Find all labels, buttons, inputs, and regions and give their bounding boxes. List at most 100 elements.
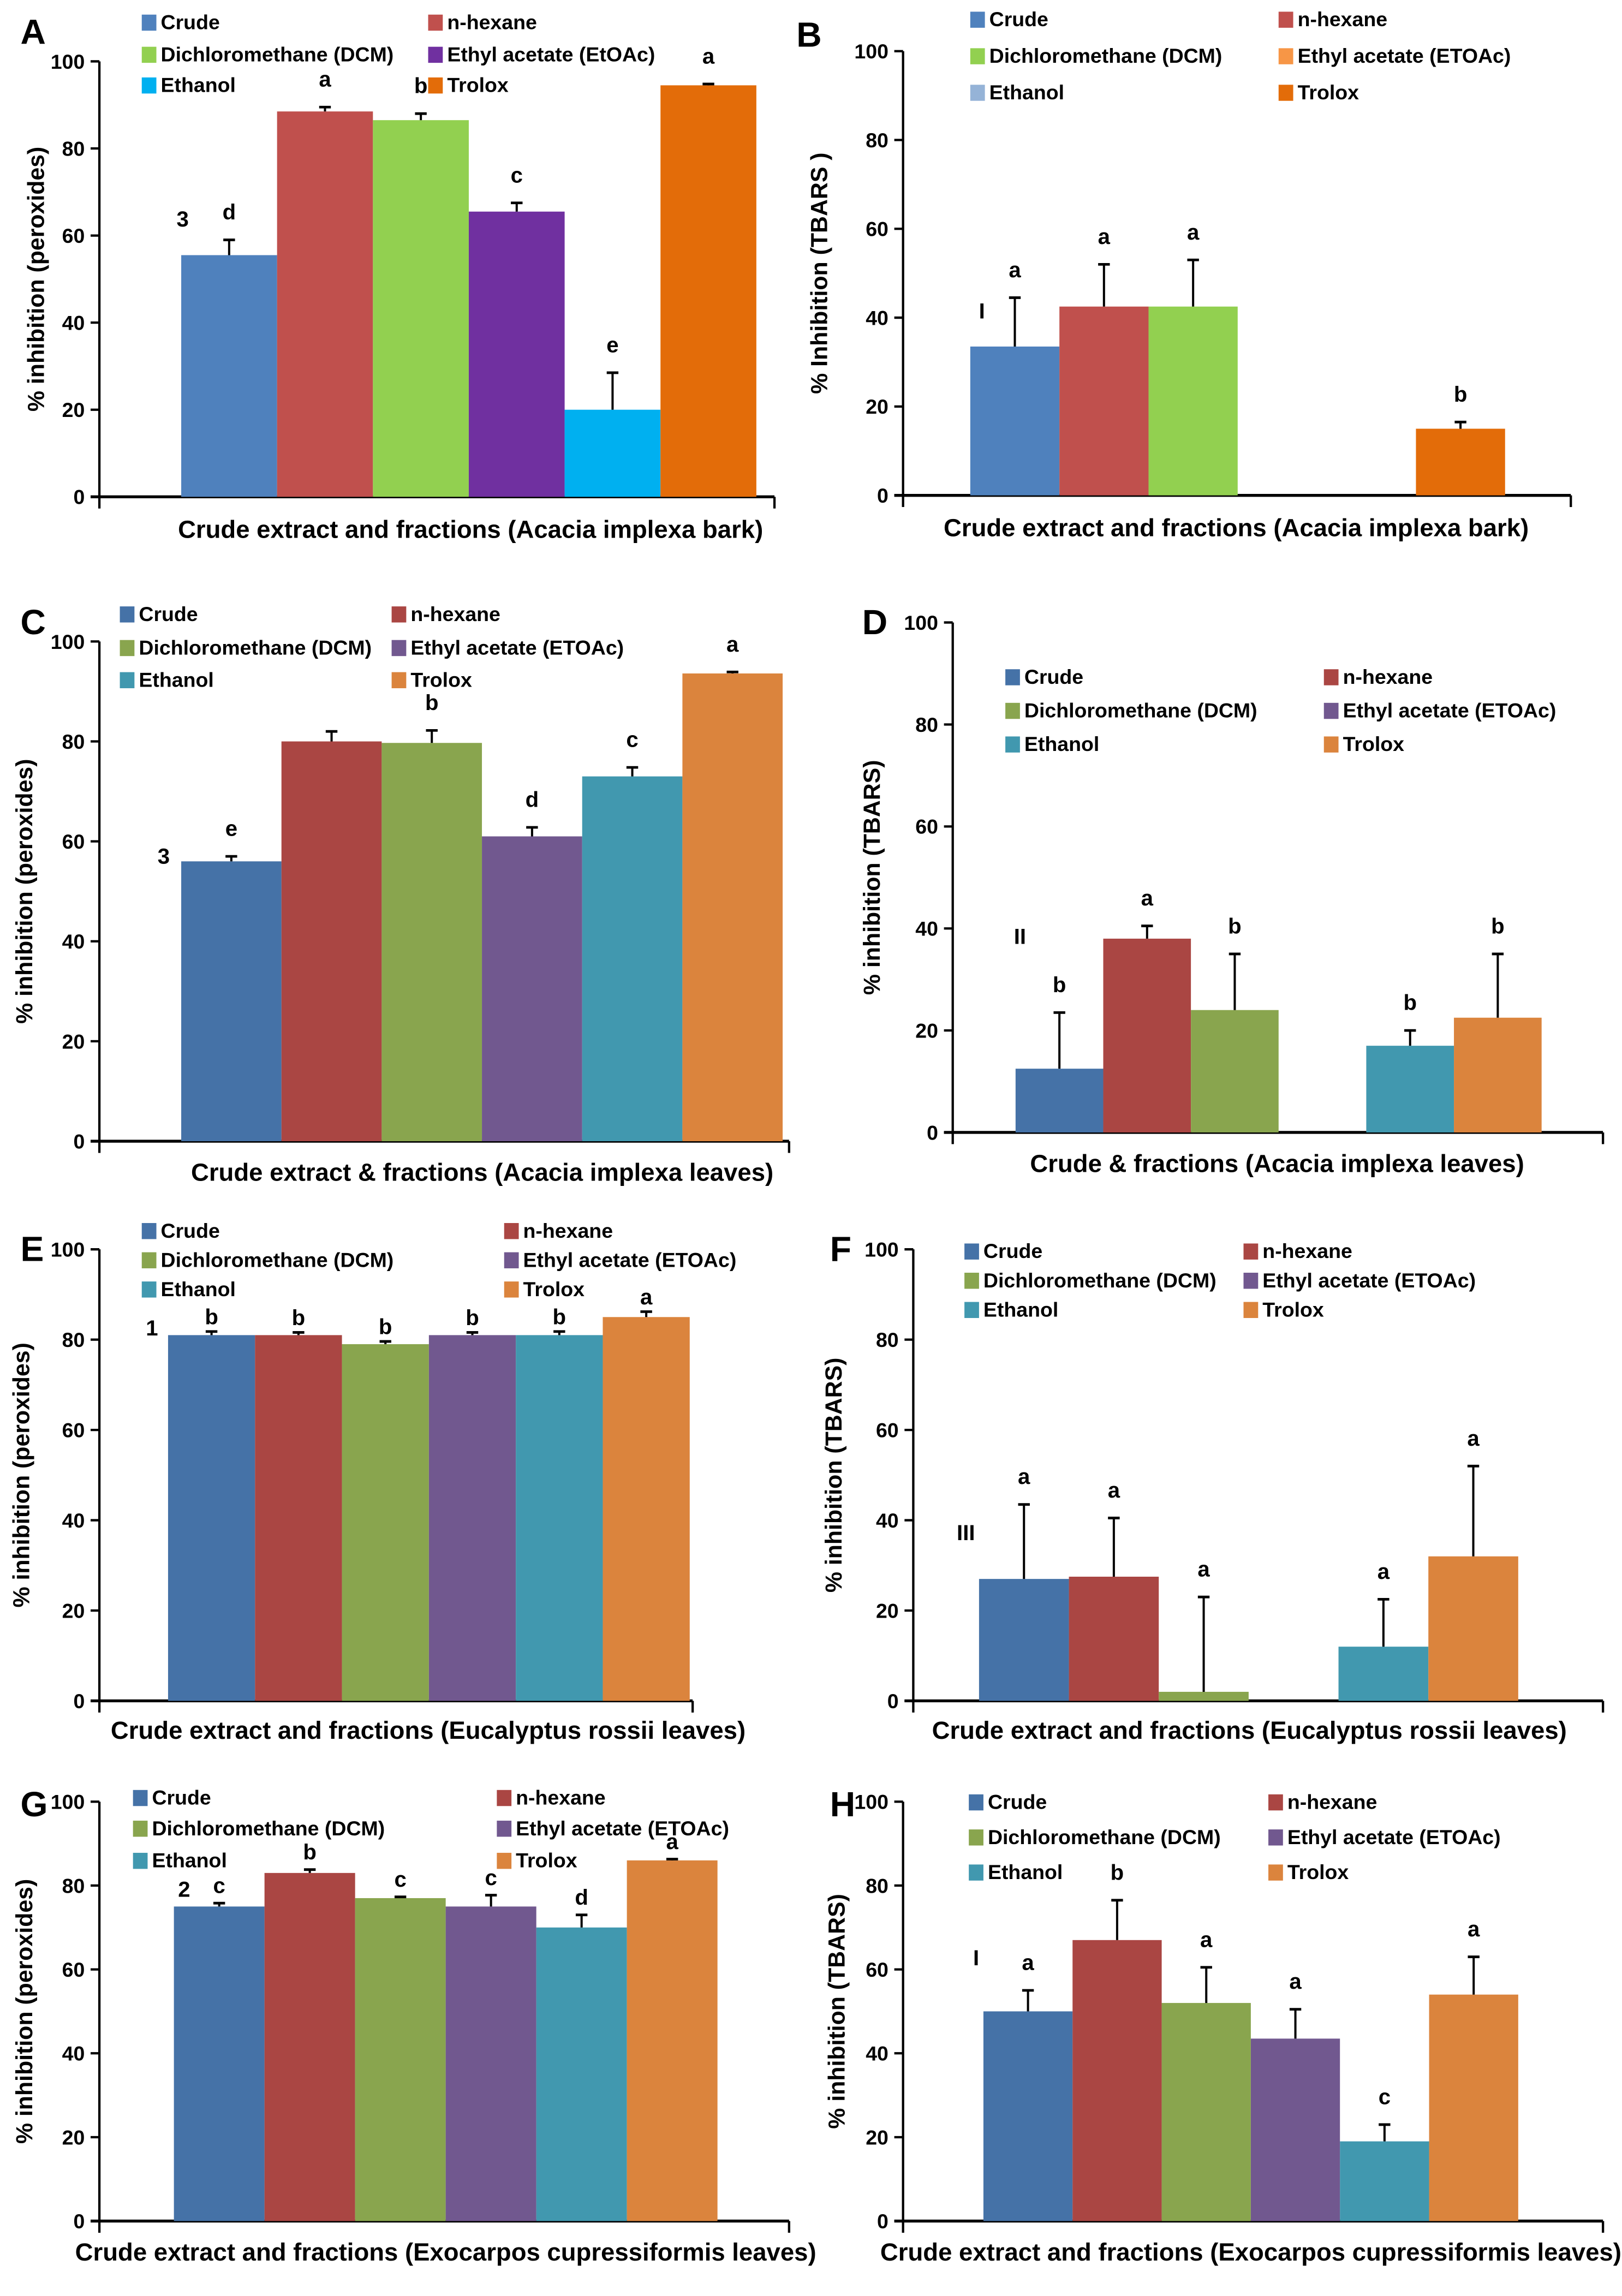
legend-swatch (133, 1852, 148, 1869)
legend-entry: Crude (152, 1786, 211, 1809)
y-tick-label: 20 (876, 1599, 899, 1622)
bar-n-hexane (281, 741, 382, 1142)
legend-entry: Ethyl acetate (ETOAc) (516, 1817, 729, 1840)
panel-letter: A (21, 12, 46, 51)
bar-ethyl (468, 211, 565, 497)
legend-entry: Dichloromethane (DCM) (983, 1269, 1216, 1292)
y-tick-label: 60 (62, 224, 85, 247)
bar-crude (1015, 1069, 1104, 1132)
y-axis-label: % inhibition (TBARS) (824, 1894, 850, 2129)
legend-swatch (504, 1281, 519, 1298)
y-tick-label: 20 (866, 2126, 888, 2149)
significance-letter: a (1018, 1464, 1030, 1489)
legend-swatch (1243, 1243, 1259, 1260)
legend-entry: n-hexane (516, 1786, 606, 1809)
legend-entry: Dichloromethane (DCM) (988, 1826, 1221, 1848)
legend-entry: Dichloromethane (DCM) (1024, 699, 1257, 722)
y-axis-label: % inhibition (peroxides) (11, 759, 38, 1024)
legend-swatch (497, 1852, 512, 1869)
y-tick-label: 0 (927, 1121, 938, 1144)
bar-n-hexane (1072, 1940, 1162, 2221)
legend-swatch (1268, 1829, 1283, 1846)
x-axis-label: Crude extract & fractions (Acacia implex… (191, 1158, 773, 1186)
y-tick-label: 100 (854, 1791, 888, 1814)
y-tick-label: 100 (51, 1238, 85, 1261)
legend-swatch (1005, 736, 1020, 753)
x-axis-label: Crude extract and fractions (Eucalyptus … (932, 1716, 1567, 1744)
legend-swatch (428, 14, 443, 31)
legend-entry: Ethanol (988, 1860, 1063, 1883)
legend-entry: Crude (161, 11, 220, 34)
significance-letter: a (1377, 1559, 1390, 1584)
significance-letter: b (1403, 991, 1417, 1015)
bar-trolox (1454, 1017, 1542, 1132)
legend-entry: Ethanol (161, 74, 236, 97)
significance-letter: c (1379, 2084, 1391, 2109)
legend-entry: Trolox (523, 1278, 585, 1301)
significance-letter: a (1197, 1557, 1210, 1582)
significance-letter: a (1141, 886, 1154, 910)
legend-swatch (428, 46, 443, 63)
x-axis-label: Crude extract and fractions (Acacia impl… (944, 514, 1529, 542)
significance-letter: a (702, 44, 715, 68)
y-tick-label: 40 (62, 2042, 85, 2065)
legend-entry: Ethyl acetate (ETOAc) (523, 1248, 737, 1271)
legend-entry: Dichloromethane (DCM) (139, 636, 372, 659)
significance-letter: b (1228, 914, 1242, 938)
y-tick-label: 100 (51, 1791, 85, 1814)
significance-letter: e (225, 816, 237, 841)
bar-trolox (1416, 428, 1505, 496)
y-tick-label: 0 (887, 1690, 899, 1713)
y-axis-label: % inhibition (peroxides) (9, 1343, 35, 1607)
y-tick-label: 60 (866, 218, 888, 241)
x-axis-label: Crude extract and fractions (Eucalyptus … (111, 1716, 746, 1744)
significance-letter: c (485, 1865, 497, 1890)
legend-swatch (1243, 1273, 1259, 1289)
bar-trolox (1429, 1994, 1518, 2221)
significance-letter: a (726, 632, 739, 657)
panel-letter: B (796, 15, 821, 55)
legend-entry: Ethyl acetate (ETOAc) (1262, 1269, 1476, 1292)
panel-letter: C (21, 603, 46, 642)
bar-ethanol (516, 1335, 603, 1701)
legend-swatch (1243, 1302, 1259, 1319)
group-label: 3 (158, 844, 170, 868)
panel-f: 0 20 40 60 80 100 F % inhibition (TBARS) Crude e… (821, 1230, 1605, 1744)
legend-entry: Dichloromethane (DCM) (989, 44, 1223, 67)
significance-letter: a (1022, 1951, 1034, 1975)
bar-n-hexane (1059, 306, 1149, 496)
legend-swatch (141, 1252, 157, 1268)
bar-dichloromethane (373, 120, 469, 497)
legend-swatch (497, 1821, 512, 1837)
legend-entry: Ethanol (161, 1278, 236, 1301)
legend-entry: Trolox (410, 668, 472, 691)
legend-entry: Ethyl acetate (EtOAc) (447, 43, 655, 65)
group-label: 3 (177, 207, 189, 231)
significance-letter: e (606, 332, 618, 357)
x-axis-label: Crude & fractions (Acacia implexa leaves… (1030, 1149, 1524, 1177)
legend-entry: Ethyl acetate (ETOAc) (1287, 1826, 1501, 1848)
y-axis-label: % inhibition (peroxides) (23, 147, 49, 412)
y-axis-label: % inhibition (peroxides) (11, 1879, 38, 2144)
y-tick-label: 0 (877, 2210, 888, 2233)
legend-entry: n-hexane (1262, 1239, 1352, 1262)
legend-swatch (1268, 1864, 1283, 1881)
bar-n-hexane (277, 111, 373, 497)
significance-letter: b (1111, 1860, 1124, 1884)
bar-crude (181, 861, 282, 1142)
bar-trolox (603, 1317, 690, 1701)
significance-letter: b (1053, 973, 1066, 997)
legend-entry: Trolox (1262, 1298, 1324, 1321)
y-tick-label: 40 (876, 1509, 899, 1532)
y-tick-label: 20 (866, 395, 888, 418)
y-tick-label: 60 (866, 1958, 888, 1981)
legend-swatch (969, 1864, 983, 1881)
group-label: 2 (178, 1877, 190, 1901)
significance-letter: c (626, 727, 638, 752)
significance-letter: c (213, 1873, 225, 1898)
y-tick-label: 60 (62, 830, 85, 853)
legend-swatch (133, 1821, 148, 1837)
bar-ethyl (428, 1335, 516, 1701)
significance-letter: d (526, 788, 539, 812)
